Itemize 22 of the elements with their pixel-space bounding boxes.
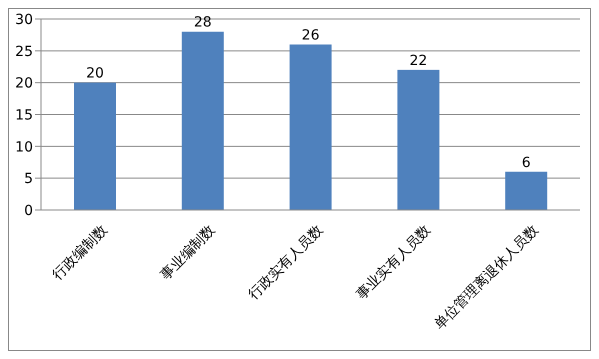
data-label: 22 xyxy=(409,52,428,69)
bar xyxy=(505,172,548,210)
y-tick-label: 15 xyxy=(15,107,33,124)
data-label: 20 xyxy=(86,66,104,82)
data-label: 28 xyxy=(194,14,212,31)
x-tick-label: 事业编制数 xyxy=(158,222,218,284)
x-tick-label: 行政实有人员数 xyxy=(246,222,326,303)
y-tick-label: 10 xyxy=(15,139,33,156)
y-tick-label: 0 xyxy=(24,202,33,219)
y-tick-label: 25 xyxy=(15,44,33,60)
x-tick-label: 事业实有人员数 xyxy=(353,222,434,303)
data-label: 6 xyxy=(522,154,531,171)
y-tick-label: 5 xyxy=(24,171,33,188)
bar xyxy=(182,32,224,210)
y-tick-label: 30 xyxy=(15,12,33,28)
x-tick-label: 单位管理离退休人员数 xyxy=(431,222,542,333)
bar xyxy=(397,70,440,210)
bar xyxy=(290,44,332,210)
bar xyxy=(74,82,116,210)
data-label: 26 xyxy=(302,27,320,44)
y-tick-label: 20 xyxy=(15,76,33,92)
x-tick-label: 行政编制数 xyxy=(50,222,111,284)
